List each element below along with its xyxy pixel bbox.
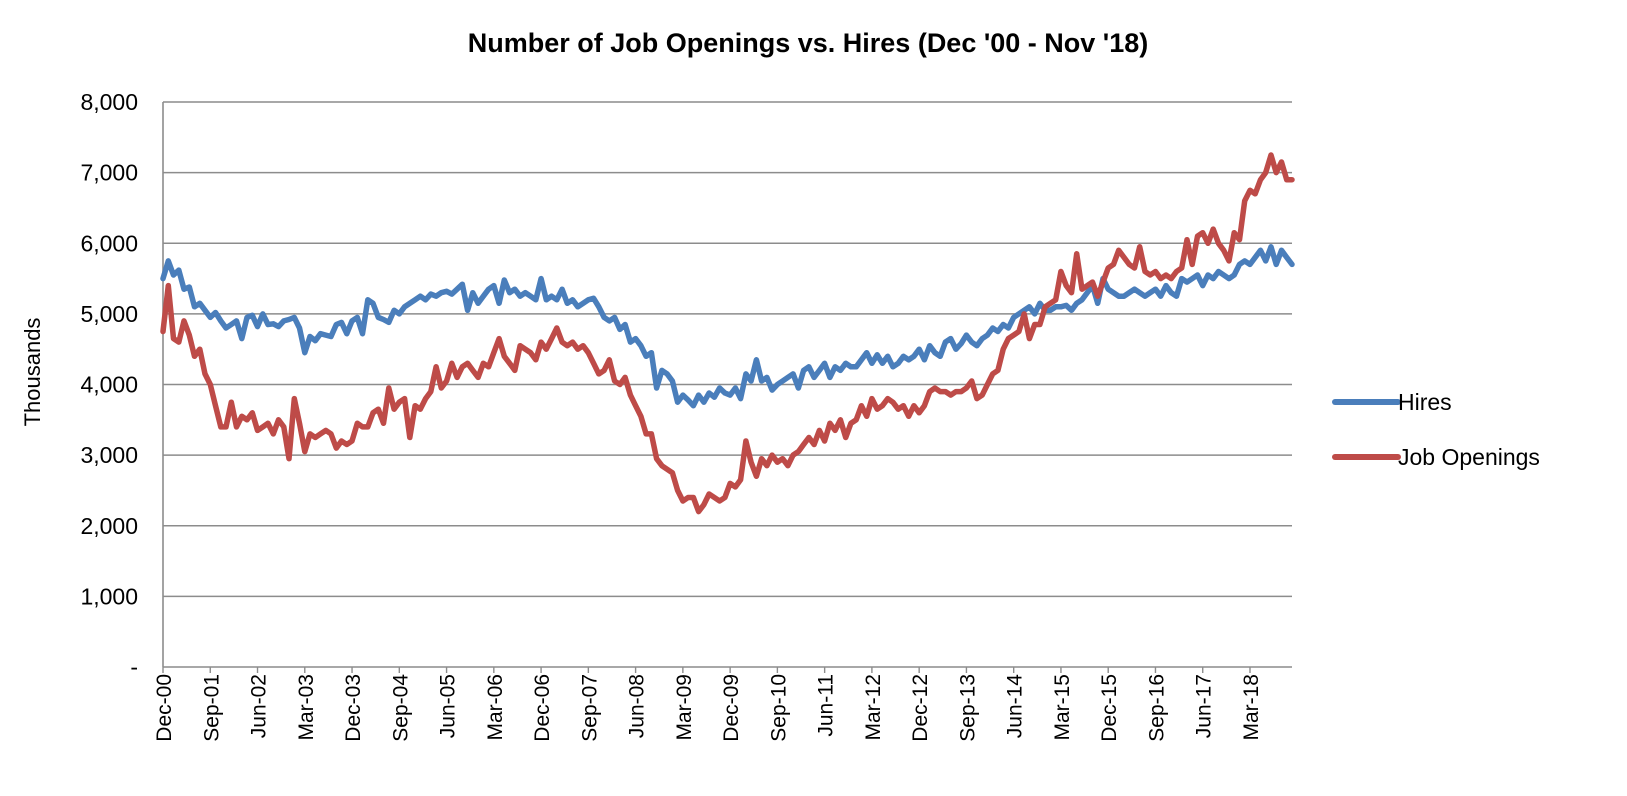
x-tick-label: Dec-09 [720,674,743,742]
x-tick-label: Sep-16 [1145,674,1168,742]
x-tick-label: Dec-06 [531,674,554,742]
series-lines [160,152,1295,515]
x-tick-label: Sep-13 [956,674,979,742]
x-tick-label: Dec-12 [909,674,932,742]
x-tick-label: Sep-01 [200,674,223,742]
y-tick-label: 6,000 [80,230,138,256]
x-tick-label: Dec-15 [1098,674,1121,742]
x-tick-label: Jun-02 [248,674,271,738]
x-tick-label: Mar-09 [673,674,696,741]
y-tick-label: 3,000 [80,442,138,468]
x-tick-label: Sep-04 [389,674,412,742]
x-tick-label: Mar-03 [295,674,318,741]
x-tick-label: Jun-08 [626,674,649,738]
y-tick-label: 8,000 [80,89,138,115]
y-tick-label: 1,000 [80,583,138,609]
x-tick-label: Mar-06 [484,674,507,741]
legend: Hires Job Openings [1332,389,1540,470]
y-tick-label: 2,000 [80,513,138,539]
x-tick-label: Sep-10 [767,674,790,742]
y-tick-label: - [130,654,138,680]
x-tick-label: Jun-05 [437,674,460,738]
y-tick-label: 7,000 [80,160,138,186]
series-line-job-openings [160,152,1295,515]
x-tick-label: Jun-17 [1193,674,1216,738]
x-axis: Dec-00 Sep-01 Jun-02 Mar-03 Dec-03 Sep-04 Jun-… [153,102,1292,742]
x-tick-label: Jun-11 [815,674,838,737]
x-tick-label: Mar-18 [1240,674,1263,741]
legend-label: Job Openings [1398,444,1540,470]
y-axis-title: Thousands [20,318,45,427]
x-tick-label: Mar-12 [862,674,885,741]
x-tick-label: Dec-00 [153,674,176,742]
x-tick-label: Jun-14 [1004,674,1027,739]
series-line-hires [160,244,1295,409]
x-tick-label: Mar-15 [1051,674,1074,741]
x-tick-label: Sep-07 [578,674,601,742]
y-axis-ticks: - 1,000 2,000 3,000 4,000 5,000 6,000 7,000 8,00… [80,89,138,680]
y-tick-label: 5,000 [80,301,138,327]
legend-label: Hires [1398,389,1452,415]
gridlines [163,101,1292,598]
x-tick-label: Dec-03 [342,674,365,742]
chart-title: Number of Job Openings vs. Hires (Dec '0… [468,28,1149,58]
y-tick-label: 4,000 [80,372,138,398]
